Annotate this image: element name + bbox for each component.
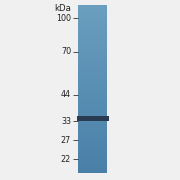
Text: 22: 22: [61, 155, 71, 164]
Text: 100: 100: [56, 14, 71, 23]
Text: 70: 70: [61, 47, 71, 56]
Text: 27: 27: [61, 136, 71, 145]
Text: 33: 33: [61, 117, 71, 126]
Bar: [76, 116, 109, 121]
Text: kDa: kDa: [54, 4, 71, 13]
Text: 44: 44: [61, 90, 71, 99]
